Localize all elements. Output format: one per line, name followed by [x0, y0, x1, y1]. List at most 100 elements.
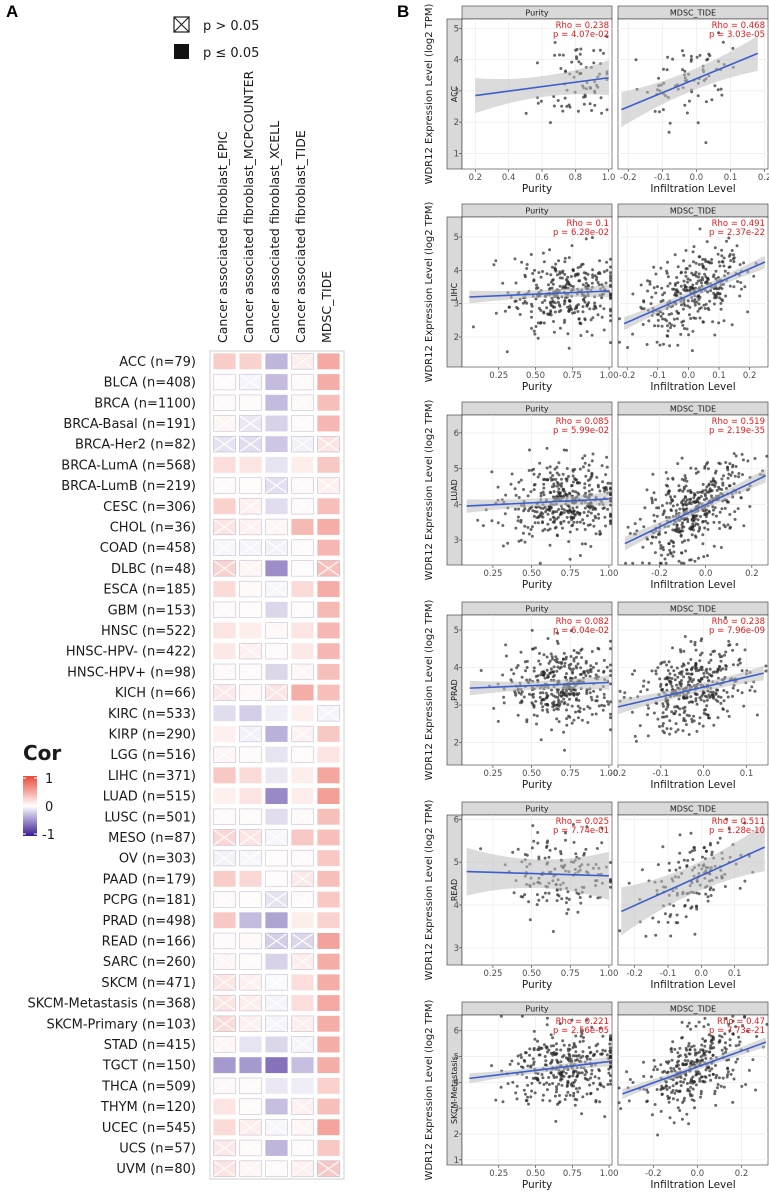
data-point	[689, 1027, 693, 1031]
data-point	[557, 473, 561, 477]
data-point	[608, 1046, 612, 1050]
data-point	[582, 102, 586, 106]
data-point	[560, 484, 563, 488]
data-point	[742, 704, 746, 708]
data-point	[752, 274, 756, 278]
data-point	[683, 304, 687, 307]
ns-cross-line	[213, 663, 236, 680]
data-point	[667, 660, 671, 664]
data-point	[733, 517, 737, 521]
data-point	[568, 697, 571, 701]
data-point	[536, 678, 540, 682]
cancer-strip-label: PRAD	[450, 679, 459, 701]
data-point	[548, 490, 552, 494]
ns-cross-line	[291, 498, 314, 515]
data-point	[585, 330, 589, 334]
data-point	[726, 523, 730, 527]
data-point	[567, 474, 570, 478]
data-point	[705, 704, 709, 708]
data-point	[601, 708, 605, 712]
data-point	[578, 321, 582, 325]
data-point	[545, 446, 549, 450]
x-tick-label: 0.2	[735, 1169, 749, 1179]
data-point	[661, 317, 665, 321]
heatmap-cell	[264, 663, 289, 681]
data-point	[563, 256, 567, 260]
data-point	[538, 561, 542, 565]
data-point	[673, 283, 677, 287]
data-point	[519, 1053, 523, 1057]
data-point	[527, 1102, 530, 1106]
data-point	[601, 1034, 605, 1038]
data-point	[634, 739, 638, 743]
data-point	[537, 1048, 541, 1052]
data-point	[736, 663, 740, 667]
data-point	[661, 722, 665, 725]
data-point	[633, 522, 637, 526]
data-point	[539, 275, 543, 279]
data-point	[750, 685, 754, 689]
ns-cross-line	[213, 891, 236, 908]
ns-cell-border	[317, 560, 340, 577]
data-point	[687, 1042, 691, 1045]
data-point	[688, 1052, 692, 1056]
data-point	[591, 273, 595, 277]
heatmap-cell	[264, 373, 289, 391]
data-point	[662, 342, 665, 346]
data-point	[561, 109, 565, 113]
data-point	[717, 520, 721, 524]
data-point	[739, 281, 743, 284]
data-point	[683, 1059, 687, 1062]
data-point	[587, 463, 591, 467]
ns-cross-line	[291, 850, 314, 867]
data-point	[575, 57, 579, 61]
x-tick-label: 0.75	[561, 569, 580, 579]
data-point	[704, 302, 708, 306]
data-point	[522, 695, 526, 699]
data-point	[713, 84, 717, 88]
data-point	[563, 675, 567, 679]
data-point	[740, 452, 744, 456]
data-point	[685, 327, 689, 331]
data-point	[550, 296, 554, 300]
data-point	[657, 506, 661, 510]
ns-cell-border	[239, 642, 262, 660]
data-point	[674, 921, 678, 925]
data-point	[646, 279, 650, 283]
heatmap-cell	[212, 787, 237, 805]
data-point	[702, 671, 706, 675]
data-point	[665, 663, 669, 667]
data-point	[572, 520, 576, 524]
data-point	[704, 494, 707, 498]
data-point	[479, 847, 483, 851]
data-point	[557, 461, 561, 465]
ns-cross-line	[239, 415, 262, 432]
data-point	[541, 1098, 545, 1102]
data-point	[609, 271, 612, 275]
data-point	[646, 713, 649, 717]
data-point	[624, 561, 628, 565]
data-point	[554, 269, 558, 273]
ns-cell-border	[239, 725, 262, 743]
data-point	[539, 506, 543, 510]
fit-line	[623, 261, 766, 325]
ns-cross-line	[291, 1160, 314, 1177]
data-point	[678, 1090, 682, 1093]
rho-label: Rho = 0.511	[712, 817, 765, 827]
data-point	[703, 465, 707, 468]
data-point	[594, 532, 598, 536]
data-point	[659, 1109, 663, 1113]
data-point	[676, 728, 680, 732]
data-point	[550, 478, 554, 482]
ns-cell-border	[291, 477, 314, 494]
data-point	[575, 527, 579, 531]
data-point	[690, 1045, 694, 1049]
data-point	[653, 1065, 657, 1069]
x-tick-label: -0.2	[651, 569, 668, 579]
ns-cell-border	[213, 746, 236, 763]
data-point	[571, 474, 575, 478]
data-point	[518, 313, 522, 316]
data-point	[532, 1062, 536, 1066]
data-point	[603, 489, 606, 493]
